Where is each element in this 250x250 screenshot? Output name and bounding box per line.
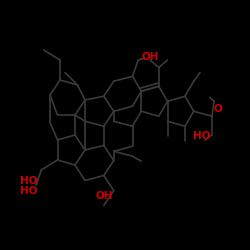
- Text: OH: OH: [95, 191, 112, 201]
- Text: OH: OH: [141, 52, 159, 62]
- Text: HO: HO: [192, 131, 210, 141]
- Text: O: O: [213, 104, 222, 114]
- Text: HO: HO: [20, 186, 38, 196]
- Text: HO: HO: [20, 176, 38, 186]
